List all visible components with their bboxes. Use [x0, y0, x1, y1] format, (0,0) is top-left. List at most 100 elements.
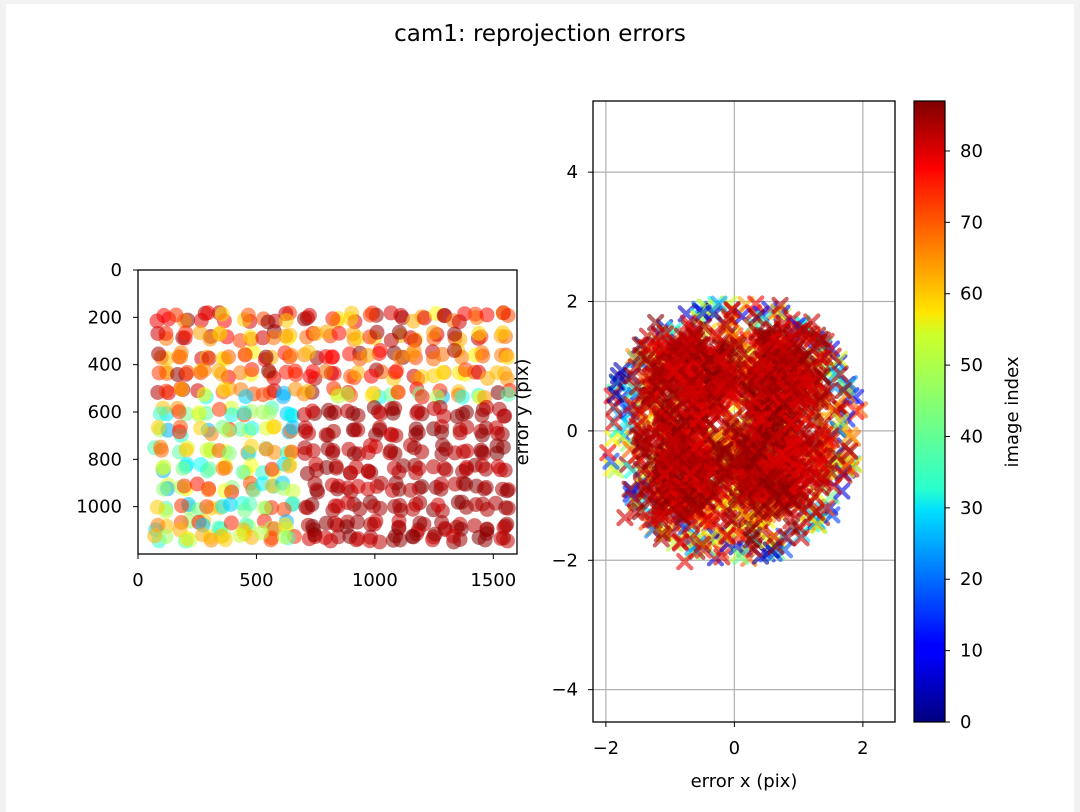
left-point: [343, 311, 358, 327]
left-point: [275, 389, 291, 405]
left-point: [364, 388, 380, 404]
right-point: [613, 362, 631, 380]
left-point: [173, 345, 189, 361]
left-point: [264, 461, 280, 477]
left-point: [327, 498, 343, 514]
left-point: [149, 499, 165, 515]
left-point: [285, 420, 301, 435]
right-point: [655, 482, 673, 500]
right-point: [718, 527, 736, 545]
left-point: [266, 330, 282, 346]
right-point: [756, 340, 774, 358]
right-point: [738, 440, 756, 458]
right-point: [733, 474, 751, 492]
right-point: [797, 410, 815, 428]
left-point: [284, 444, 300, 460]
right-point: [831, 365, 849, 383]
left-point: [277, 517, 293, 533]
left-point: [479, 307, 495, 323]
right-point: [712, 404, 731, 422]
left-point: [153, 442, 169, 458]
right-point: [783, 378, 801, 397]
right-point: [760, 387, 778, 405]
right-point: [747, 295, 765, 313]
figure-title: cam1: reprojection errors: [394, 21, 686, 47]
left-scatter-points: [147, 305, 517, 550]
right-point: [694, 304, 712, 322]
left-point: [500, 349, 516, 365]
right-point: [812, 349, 830, 367]
left-point: [175, 461, 191, 476]
right-point: [648, 378, 666, 396]
right-point: [623, 367, 642, 385]
left-point: [492, 462, 508, 478]
right-point: [599, 444, 617, 462]
left-ytick-label: 1000: [76, 497, 122, 518]
left-point: [238, 389, 254, 405]
right-xtick-label: 2: [857, 738, 868, 759]
right-point: [749, 502, 767, 520]
right-point: [827, 364, 845, 382]
right-point: [784, 492, 802, 510]
right-point: [663, 437, 681, 455]
left-point: [499, 483, 515, 499]
right-point: [750, 357, 769, 376]
right-point: [605, 413, 623, 431]
left-point: [426, 325, 442, 340]
right-panel: −2 0 2 −4 −2 0 2 4 error x (pix) error y (pix): [512, 100, 896, 792]
colorbar-tick-label: 20: [960, 569, 983, 590]
left-ytick-label: 400: [88, 355, 122, 376]
left-point: [404, 347, 420, 363]
right-point: [778, 529, 797, 547]
left-point: [455, 464, 471, 479]
left-point: [278, 313, 294, 329]
colorbar-tick-label: 80: [960, 141, 983, 162]
left-point: [151, 346, 167, 362]
left-point: [265, 419, 281, 435]
left-point: [406, 440, 422, 456]
left-point: [152, 406, 168, 422]
left-point: [360, 347, 376, 363]
right-point: [663, 362, 681, 380]
left-point: [193, 420, 209, 436]
left-point: [330, 529, 346, 545]
left-point: [348, 532, 364, 548]
right-point: [698, 510, 717, 528]
right-point: [779, 461, 797, 479]
left-point: [174, 498, 190, 514]
colorbar-tick-label: 0: [960, 712, 971, 733]
left-point: [212, 325, 228, 341]
right-point: [756, 379, 774, 397]
right-point: [662, 458, 681, 476]
right-point: [766, 468, 784, 486]
left-point: [452, 532, 468, 547]
left-point: [340, 495, 356, 510]
right-point: [811, 393, 829, 411]
right-point: [723, 377, 741, 395]
colorbar-tick-label: 40: [960, 426, 983, 447]
left-point: [500, 500, 516, 516]
left-point: [391, 324, 407, 340]
left-point: [189, 476, 205, 492]
left-point: [447, 326, 463, 342]
left-point: [277, 529, 293, 545]
right-point: [727, 334, 745, 352]
right-point: [806, 446, 824, 464]
right-point: [607, 386, 625, 404]
left-point: [151, 365, 167, 381]
colorbar-tick-label: 70: [960, 212, 983, 233]
left-point: [433, 476, 449, 492]
right-ytick-label: 0: [567, 421, 578, 442]
left-point: [301, 425, 317, 441]
left-point: [191, 405, 207, 421]
left-point: [405, 501, 421, 517]
left-point: [434, 424, 450, 440]
left-point: [300, 383, 316, 399]
left-point: [285, 483, 301, 499]
left-point: [435, 365, 450, 381]
left-point: [499, 371, 515, 387]
left-point: [452, 425, 468, 441]
right-point: [841, 442, 859, 461]
right-point: [686, 465, 704, 483]
right-point: [676, 553, 694, 571]
